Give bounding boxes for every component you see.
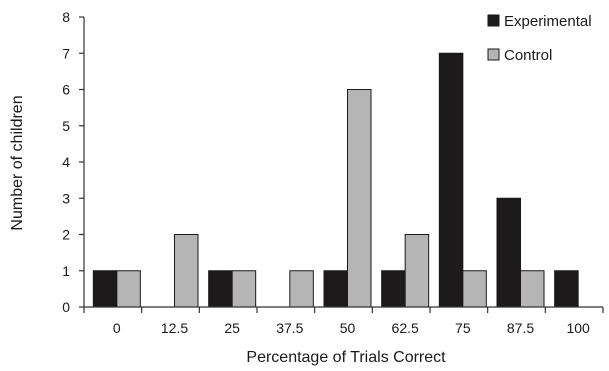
bar-experimental [554,270,579,308]
y-axis-ticks: 0 1 2 3 4 5 6 7 8 [62,9,84,315]
bar-experimental [208,270,233,308]
bar-control [289,270,314,308]
y-tick-label: 3 [62,190,70,206]
x-tick-label: 75 [455,320,471,336]
x-tick-label: 100 [566,320,590,336]
bar-experimental [381,270,406,308]
bar-control [520,270,545,308]
bar-control [404,234,430,308]
x-tick-label: 62.5 [392,320,419,336]
x-tick-label: 25 [224,320,240,336]
bar-control [174,234,199,308]
bars [92,52,579,308]
legend-swatch [487,48,500,61]
bar-experimental [438,52,464,308]
y-tick-label: 5 [62,118,70,134]
legend-label: Experimental [504,13,592,30]
bar-control [116,270,141,308]
y-tick-label: 6 [62,82,70,98]
bar-experimental [496,197,521,308]
bar-control [231,270,257,308]
y-tick-label: 4 [62,154,70,170]
bar-control [462,270,487,308]
x-tick-label: 0 [113,320,121,336]
y-tick-label: 0 [62,299,70,315]
x-axis-ticks: 0 12.5 25 37.5 50 62.5 75 87.5 100 [83,307,604,336]
bar-experimental [323,270,348,308]
x-tick-label: 50 [340,320,356,336]
y-tick-label: 2 [62,227,70,243]
x-axis-title: Percentage of Trials Correct [246,349,446,366]
bar-experimental [92,270,118,308]
bar-control [347,89,372,308]
legend: Experimental Control [487,13,592,64]
legend-swatch [487,14,500,27]
y-axis-title: Number of children [9,95,26,230]
x-tick-label: 37.5 [276,320,303,336]
y-tick-label: 8 [62,9,70,25]
y-tick-label: 7 [62,45,70,61]
legend-label: Control [504,47,552,64]
x-tick-label: 12.5 [161,320,188,336]
y-tick-label: 1 [62,263,70,279]
x-tick-label: 87.5 [507,320,534,336]
